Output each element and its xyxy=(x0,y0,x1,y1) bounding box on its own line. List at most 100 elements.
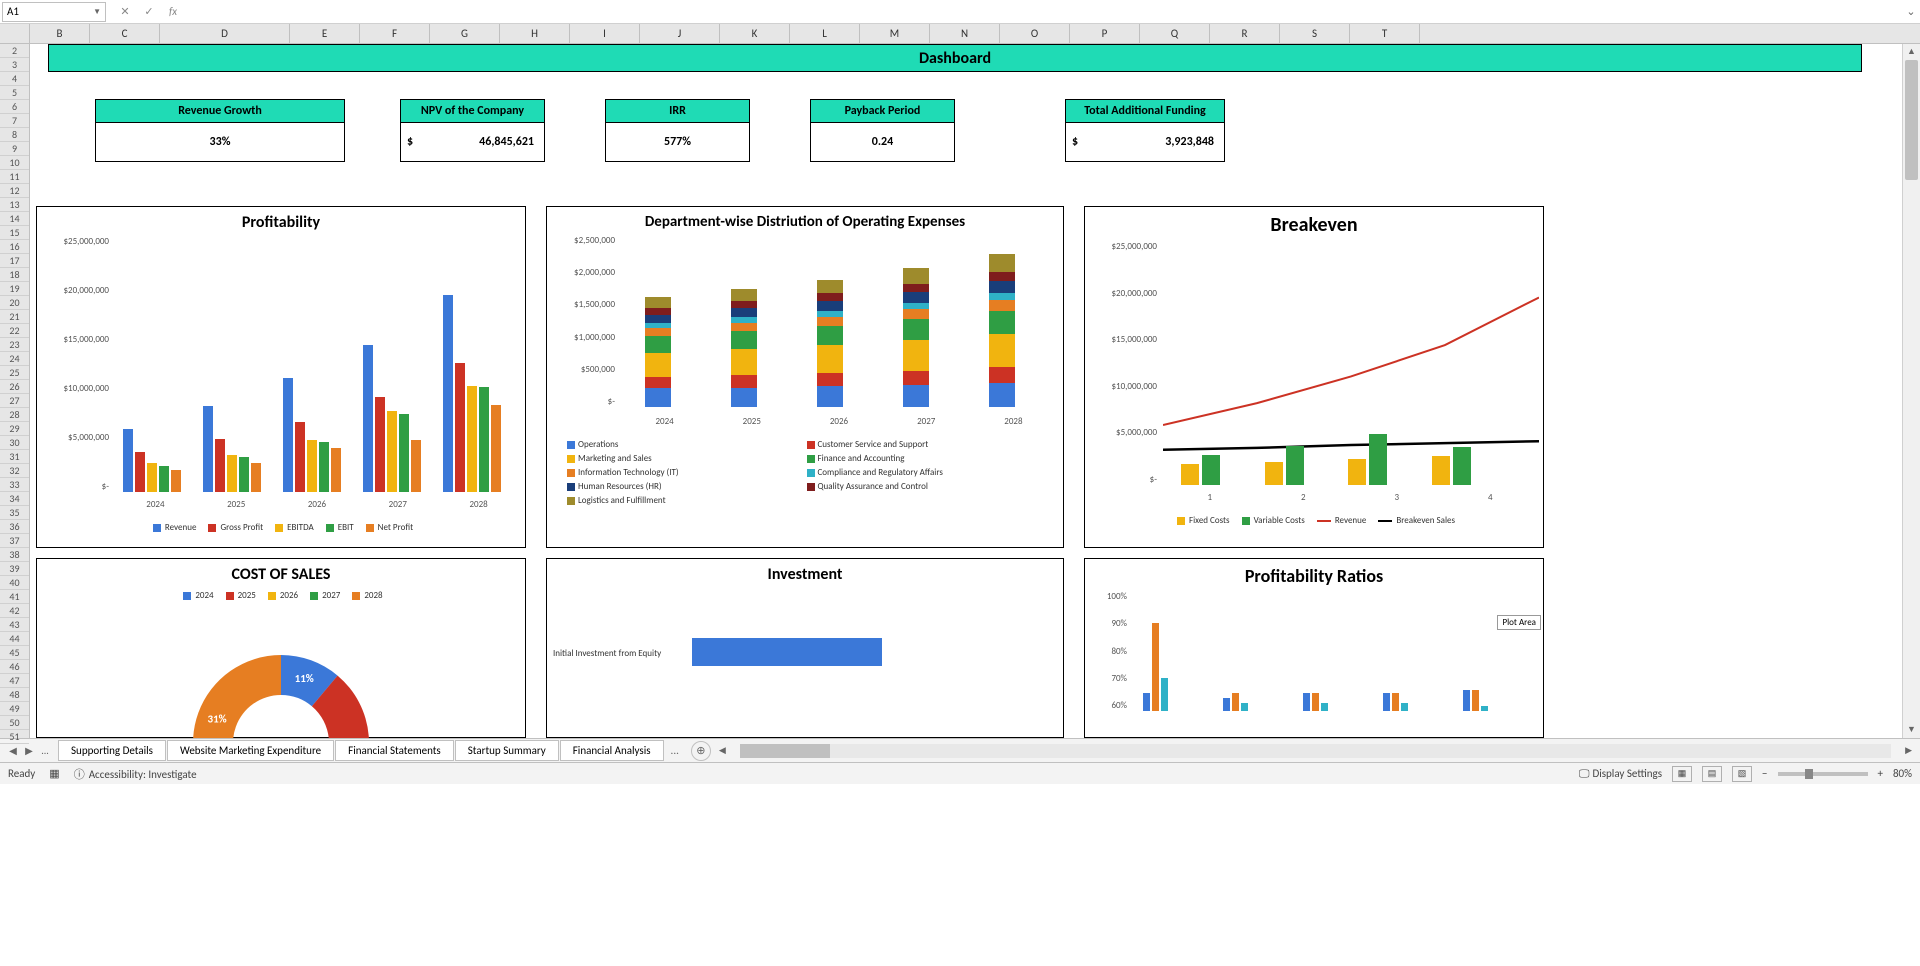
row-header[interactable]: 5 xyxy=(0,86,29,100)
tab-nav-prev-icon[interactable]: ◀ xyxy=(6,744,20,757)
column-header[interactable]: C xyxy=(90,24,160,43)
tab-overflow-icon[interactable]: ... xyxy=(38,744,52,757)
scroll-up-icon[interactable]: ▲ xyxy=(1903,44,1920,60)
formula-input[interactable] xyxy=(192,2,1902,22)
row-header[interactable]: 39 xyxy=(0,562,29,576)
row-header[interactable]: 47 xyxy=(0,674,29,688)
column-header[interactable]: F xyxy=(360,24,430,43)
row-header[interactable]: 46 xyxy=(0,660,29,674)
column-header[interactable]: E xyxy=(290,24,360,43)
column-header[interactable]: H xyxy=(500,24,570,43)
row-header[interactable]: 29 xyxy=(0,422,29,436)
column-header[interactable]: Q xyxy=(1140,24,1210,43)
horizontal-scrollbar[interactable] xyxy=(740,744,1891,758)
column-header[interactable]: R xyxy=(1210,24,1280,43)
column-header[interactable]: M xyxy=(860,24,930,43)
row-header[interactable]: 16 xyxy=(0,240,29,254)
row-header[interactable]: 30 xyxy=(0,436,29,450)
formula-expand-icon[interactable]: ⌄ xyxy=(1902,5,1920,18)
hscroll-left-icon[interactable]: ◀ xyxy=(719,745,726,756)
display-settings-button[interactable]: 🖵Display Settings xyxy=(1579,767,1662,781)
row-header[interactable]: 45 xyxy=(0,646,29,660)
row-header[interactable]: 25 xyxy=(0,366,29,380)
row-header[interactable]: 44 xyxy=(0,632,29,646)
row-header[interactable]: 13 xyxy=(0,198,29,212)
macro-icon[interactable]: ▦ xyxy=(49,767,59,780)
row-header[interactable]: 35 xyxy=(0,506,29,520)
row-header[interactable]: 15 xyxy=(0,226,29,240)
row-header[interactable]: 6 xyxy=(0,100,29,114)
row-header[interactable]: 20 xyxy=(0,296,29,310)
row-header[interactable]: 3 xyxy=(0,58,29,72)
profitability-ratios-chart[interactable]: Profitability Ratios 100%90%80%70%60% Pl… xyxy=(1084,558,1544,738)
row-header[interactable]: 49 xyxy=(0,702,29,716)
fx-icon[interactable]: fx xyxy=(162,2,184,22)
row-header[interactable]: 23 xyxy=(0,338,29,352)
row-header[interactable]: 40 xyxy=(0,576,29,590)
row-header[interactable]: 22 xyxy=(0,324,29,338)
row-header[interactable]: 34 xyxy=(0,492,29,506)
row-header[interactable]: 2 xyxy=(0,44,29,58)
row-header[interactable]: 27 xyxy=(0,394,29,408)
row-header[interactable]: 48 xyxy=(0,688,29,702)
zoom-slider[interactable] xyxy=(1778,772,1868,776)
profitability-chart[interactable]: Profitability $25,000,000$20,000,000$15,… xyxy=(36,206,526,548)
row-header[interactable]: 50 xyxy=(0,716,29,730)
sheet-tab[interactable]: Supporting Details xyxy=(58,740,166,761)
column-header[interactable]: B xyxy=(30,24,90,43)
investment-chart[interactable]: Investment Initial Investment from Equit… xyxy=(546,558,1064,738)
zoom-in-button[interactable]: + xyxy=(1878,767,1883,780)
row-header[interactable]: 38 xyxy=(0,548,29,562)
dept-expenses-chart[interactable]: Department-wise Distriution of Operating… xyxy=(546,206,1064,548)
row-header[interactable]: 26 xyxy=(0,380,29,394)
column-header[interactable]: G xyxy=(430,24,500,43)
row-header[interactable]: 11 xyxy=(0,170,29,184)
page-layout-view-icon[interactable]: ▤ xyxy=(1702,766,1722,782)
tab-nav-next-icon[interactable]: ▶ xyxy=(22,744,36,757)
row-header[interactable]: 42 xyxy=(0,604,29,618)
row-header[interactable]: 21 xyxy=(0,310,29,324)
row-header[interactable]: 12 xyxy=(0,184,29,198)
row-header[interactable]: 33 xyxy=(0,478,29,492)
accessibility-status[interactable]: ⓘAccessibility: Investigate xyxy=(74,766,197,782)
row-header[interactable]: 24 xyxy=(0,352,29,366)
add-sheet-button[interactable]: ⊕ xyxy=(691,741,711,761)
column-header[interactable]: T xyxy=(1350,24,1420,43)
page-break-view-icon[interactable]: ▧ xyxy=(1732,766,1752,782)
name-box-dropdown-icon[interactable]: ▼ xyxy=(93,7,101,17)
column-header[interactable]: P xyxy=(1070,24,1140,43)
row-header[interactable]: 17 xyxy=(0,254,29,268)
row-header[interactable]: 37 xyxy=(0,534,29,548)
worksheet-canvas[interactable]: Dashboard Revenue Growth33%NPV of the Co… xyxy=(30,44,1902,738)
row-header[interactable]: 43 xyxy=(0,618,29,632)
row-header[interactable]: 4 xyxy=(0,72,29,86)
sheet-tab[interactable]: Startup Summary xyxy=(455,740,559,761)
row-header[interactable]: 18 xyxy=(0,268,29,282)
row-header[interactable]: 8 xyxy=(0,128,29,142)
row-header[interactable]: 19 xyxy=(0,282,29,296)
row-header[interactable]: 31 xyxy=(0,450,29,464)
row-header[interactable]: 51 xyxy=(0,730,29,744)
row-header[interactable]: 28 xyxy=(0,408,29,422)
scroll-down-icon[interactable]: ▼ xyxy=(1903,722,1920,738)
column-header[interactable]: N xyxy=(930,24,1000,43)
row-header[interactable]: 41 xyxy=(0,590,29,604)
vertical-scrollbar[interactable]: ▲ ▼ xyxy=(1902,44,1920,738)
sheet-tab[interactable]: Financial Statements xyxy=(335,740,454,761)
enter-icon[interactable]: ✓ xyxy=(138,2,160,22)
column-header[interactable]: S xyxy=(1280,24,1350,43)
row-header[interactable]: 36 xyxy=(0,520,29,534)
zoom-out-button[interactable]: − xyxy=(1762,767,1767,780)
row-header[interactable]: 7 xyxy=(0,114,29,128)
column-header[interactable]: D xyxy=(160,24,290,43)
row-header[interactable]: 9 xyxy=(0,142,29,156)
column-header[interactable]: I xyxy=(570,24,640,43)
hscroll-right-icon[interactable]: ▶ xyxy=(1905,745,1912,756)
normal-view-icon[interactable]: ▦ xyxy=(1672,766,1692,782)
cancel-icon[interactable]: ✕ xyxy=(114,2,136,22)
breakeven-chart[interactable]: Breakeven $25,000,000$20,000,000$15,000,… xyxy=(1084,206,1544,548)
row-header[interactable]: 32 xyxy=(0,464,29,478)
cost-of-sales-chart[interactable]: COST OF SALES 20242025202620272028 11%31… xyxy=(36,558,526,738)
column-header[interactable]: J xyxy=(640,24,720,43)
hscroll-thumb[interactable] xyxy=(740,744,830,758)
